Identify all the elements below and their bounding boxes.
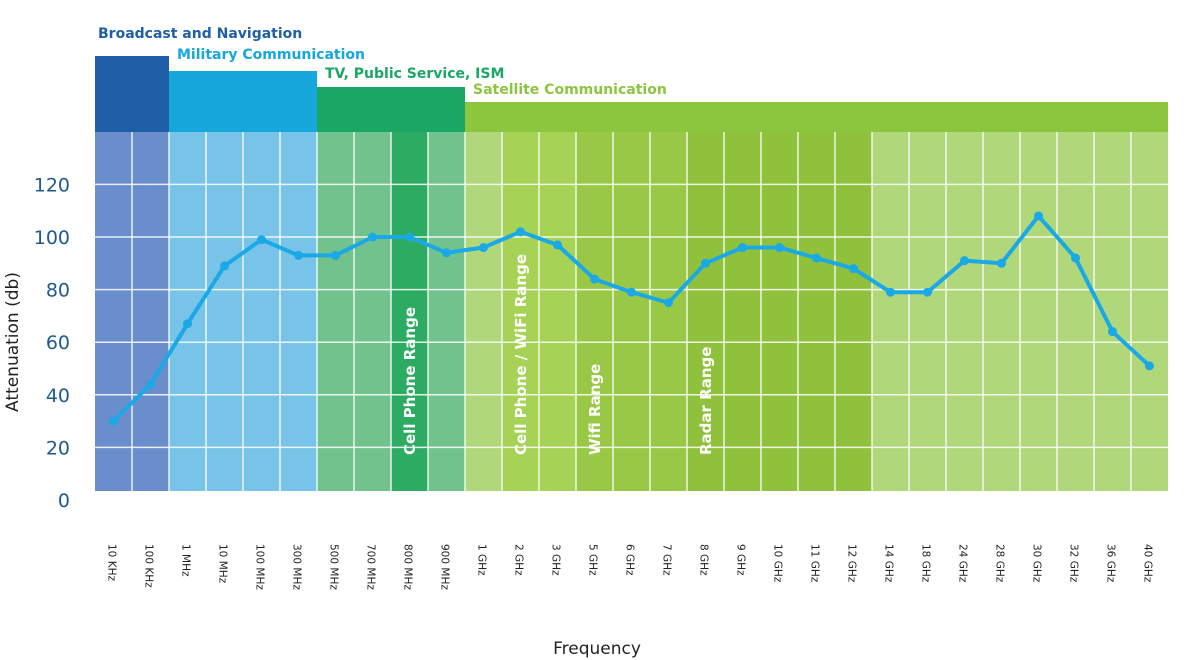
range-highlights: Cell Phone Range Cell Phone / WiFi Range W… <box>391 132 872 491</box>
data-point <box>1108 327 1117 337</box>
x-tick-label: 5 GHz <box>587 544 599 576</box>
range-label-cell-phone-range: Cell Phone Range <box>401 307 419 455</box>
data-point <box>960 256 969 266</box>
data-point <box>479 243 488 253</box>
y-tick-label: 20 <box>46 437 70 459</box>
x-tick-label: 100 MHz <box>254 544 266 590</box>
y-axis-title: Attenuation (db) <box>3 272 23 412</box>
x-tick-label: 12 GHz <box>846 544 858 583</box>
data-point <box>701 258 710 268</box>
x-axis-title: Frequency <box>553 639 641 659</box>
x-tick-label: 32 GHz <box>1068 544 1080 583</box>
range-cell-phone-range <box>391 132 428 491</box>
x-tick-label: 8 GHz <box>698 544 710 576</box>
band-headers: Broadcast and Navigation Military Communi… <box>95 26 1168 132</box>
y-tick-label: 120 <box>34 174 70 196</box>
data-point <box>886 287 895 297</box>
x-tick-label: 300 MHz <box>291 544 303 590</box>
band-label-satellite-communication: Satellite Communication <box>473 82 667 98</box>
band-header-satellite-communication <box>465 102 1168 132</box>
x-tick-label: 10 KHz <box>106 544 118 581</box>
data-point <box>590 274 599 284</box>
band-label-military-communication: Military Communication <box>177 47 365 63</box>
x-tick-label: 9 GHz <box>735 544 747 576</box>
y-tick-label: 40 <box>46 385 70 407</box>
y-tick-label: 100 <box>34 227 70 249</box>
band-header-tv-public-service-ism <box>317 87 465 132</box>
x-tick-label: 30 GHz <box>1031 544 1043 583</box>
grid-lines <box>95 132 1168 491</box>
data-point <box>627 287 636 297</box>
y-axis-ticks: 0 20 40 60 80 100 120 <box>34 174 70 512</box>
data-point <box>294 250 303 260</box>
x-tick-label: 36 GHz <box>1105 544 1117 583</box>
data-point <box>146 379 155 389</box>
data-point <box>368 232 377 242</box>
data-point <box>553 240 562 250</box>
x-tick-label: 11 GHz <box>809 544 821 583</box>
data-point <box>775 243 784 253</box>
band-header-broadcast-and-navigation <box>95 56 169 132</box>
x-tick-label: 18 GHz <box>920 544 932 583</box>
x-tick-label: 40 GHz <box>1142 544 1154 583</box>
data-point <box>331 250 340 260</box>
data-point <box>923 287 932 297</box>
x-tick-label: 6 GHz <box>624 544 636 576</box>
x-tick-label: 100 KHz <box>143 544 155 588</box>
range-radar-range <box>687 132 872 491</box>
x-tick-label: 14 GHz <box>883 544 895 583</box>
x-tick-label: 1 MHz <box>180 544 192 577</box>
x-tick-label: 700 MHz <box>365 544 377 590</box>
range-label-radar-range: Radar Range <box>697 347 715 455</box>
x-tick-label: 24 GHz <box>957 544 969 583</box>
data-series <box>109 211 1154 426</box>
band-header-military-communication <box>169 71 317 132</box>
x-tick-label: 800 MHz <box>402 544 414 590</box>
data-point <box>109 416 118 426</box>
data-point <box>664 298 673 308</box>
x-tick-label: 10 GHz <box>772 544 784 583</box>
data-point <box>220 261 229 271</box>
range-label-wifi-range: Wifi Range <box>586 364 604 455</box>
x-tick-label: 10 MHz <box>217 544 229 584</box>
x-tick-label: 28 GHz <box>994 544 1006 583</box>
band-label-tv-public-service-ism: TV, Public Service, ISM <box>325 66 504 82</box>
x-tick-label: 7 GHz <box>661 544 673 576</box>
data-point <box>1071 253 1080 263</box>
data-point <box>997 258 1006 268</box>
x-tick-label: 2 GHz <box>513 544 525 576</box>
range-label-cell-phone-wifi-range: Cell Phone / WiFi Range <box>512 254 530 455</box>
data-point <box>442 248 451 258</box>
y-tick-label: 60 <box>46 332 70 354</box>
x-tick-label: 1 GHz <box>476 544 488 576</box>
data-point <box>183 319 192 329</box>
data-point <box>516 227 525 237</box>
data-point <box>257 235 266 245</box>
range-wifi-range <box>576 132 687 491</box>
band-label-broadcast-and-navigation: Broadcast and Navigation <box>98 26 302 42</box>
data-point <box>405 232 414 242</box>
data-point <box>849 264 858 274</box>
y-tick-label: 80 <box>46 280 70 302</box>
data-point <box>1145 361 1154 371</box>
data-point <box>1034 211 1043 221</box>
data-point <box>738 243 747 253</box>
x-axis-ticks: 10 KHz 100 KHz 1 MHz 10 MHz 100 MHz 300 MHz 50… <box>106 544 1154 590</box>
x-tick-label: 900 MHz <box>439 544 451 590</box>
y-tick-label: 0 <box>58 490 70 512</box>
data-point <box>812 253 821 263</box>
x-tick-label: 3 GHz <box>550 544 562 576</box>
x-tick-label: 500 MHz <box>328 544 340 590</box>
